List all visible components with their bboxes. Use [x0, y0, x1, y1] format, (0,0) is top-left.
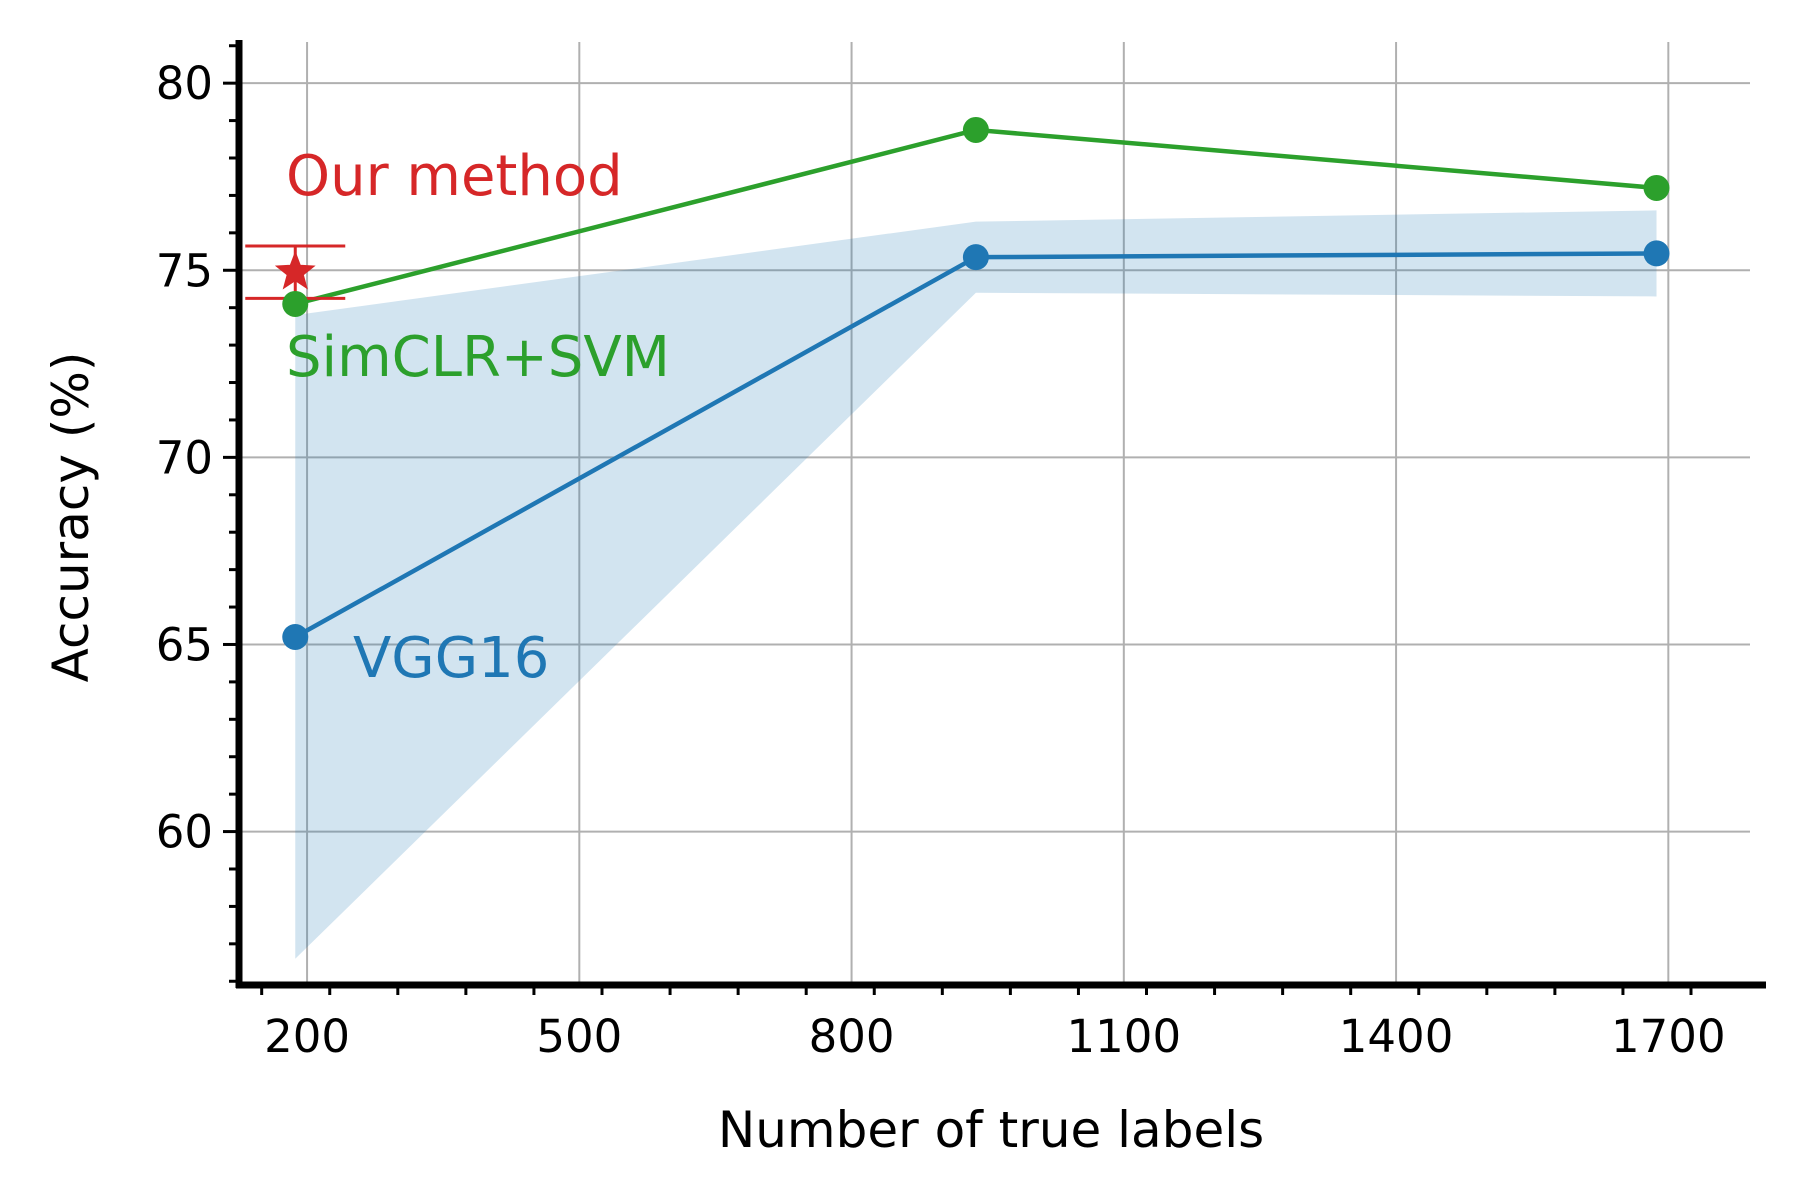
star-marker-our-method — [274, 250, 316, 290]
x-tick-label-1100: 1100 — [1067, 1010, 1182, 1063]
series-label-simclr-svm: SimCLR+SVM — [286, 325, 670, 390]
x-tick-label-200: 200 — [264, 1010, 350, 1063]
point-vgg16-2 — [1643, 240, 1670, 267]
confidence-band-vgg16 — [295, 210, 1657, 959]
y-tick-label-60: 60 — [156, 806, 213, 859]
y-tick-label-75: 75 — [156, 244, 213, 297]
axes — [223, 40, 1766, 995]
x-tick-label-800: 800 — [809, 1010, 895, 1063]
x-tick-label-1400: 1400 — [1339, 1010, 1454, 1063]
confidence-band-layer — [295, 210, 1657, 959]
point-simclr-svm-2 — [1643, 174, 1670, 201]
series-label-our-method: Our method — [286, 144, 623, 209]
y-tick-label-70: 70 — [156, 431, 213, 484]
markers — [274, 116, 1670, 650]
y-axis-title: Accuracy (%) — [42, 352, 100, 683]
point-simclr-svm-1 — [962, 116, 989, 143]
x-tick-label-1700: 1700 — [1611, 1010, 1726, 1063]
y-tick-label-65: 65 — [156, 618, 213, 671]
point-vgg16-0 — [282, 623, 309, 650]
x-axis-title: Number of true labels — [718, 1101, 1264, 1159]
series-label-vgg16: VGG16 — [353, 626, 549, 691]
tick-labels: 200 500 800 1100 1400 1700 60 65 70 75 80 — [156, 57, 1726, 1063]
point-vgg16-1 — [962, 244, 989, 271]
grid — [239, 42, 1750, 985]
x-tick-label-500: 500 — [536, 1010, 622, 1063]
y-tick-label-80: 80 — [156, 57, 213, 110]
point-simclr-svm-0 — [282, 290, 309, 317]
